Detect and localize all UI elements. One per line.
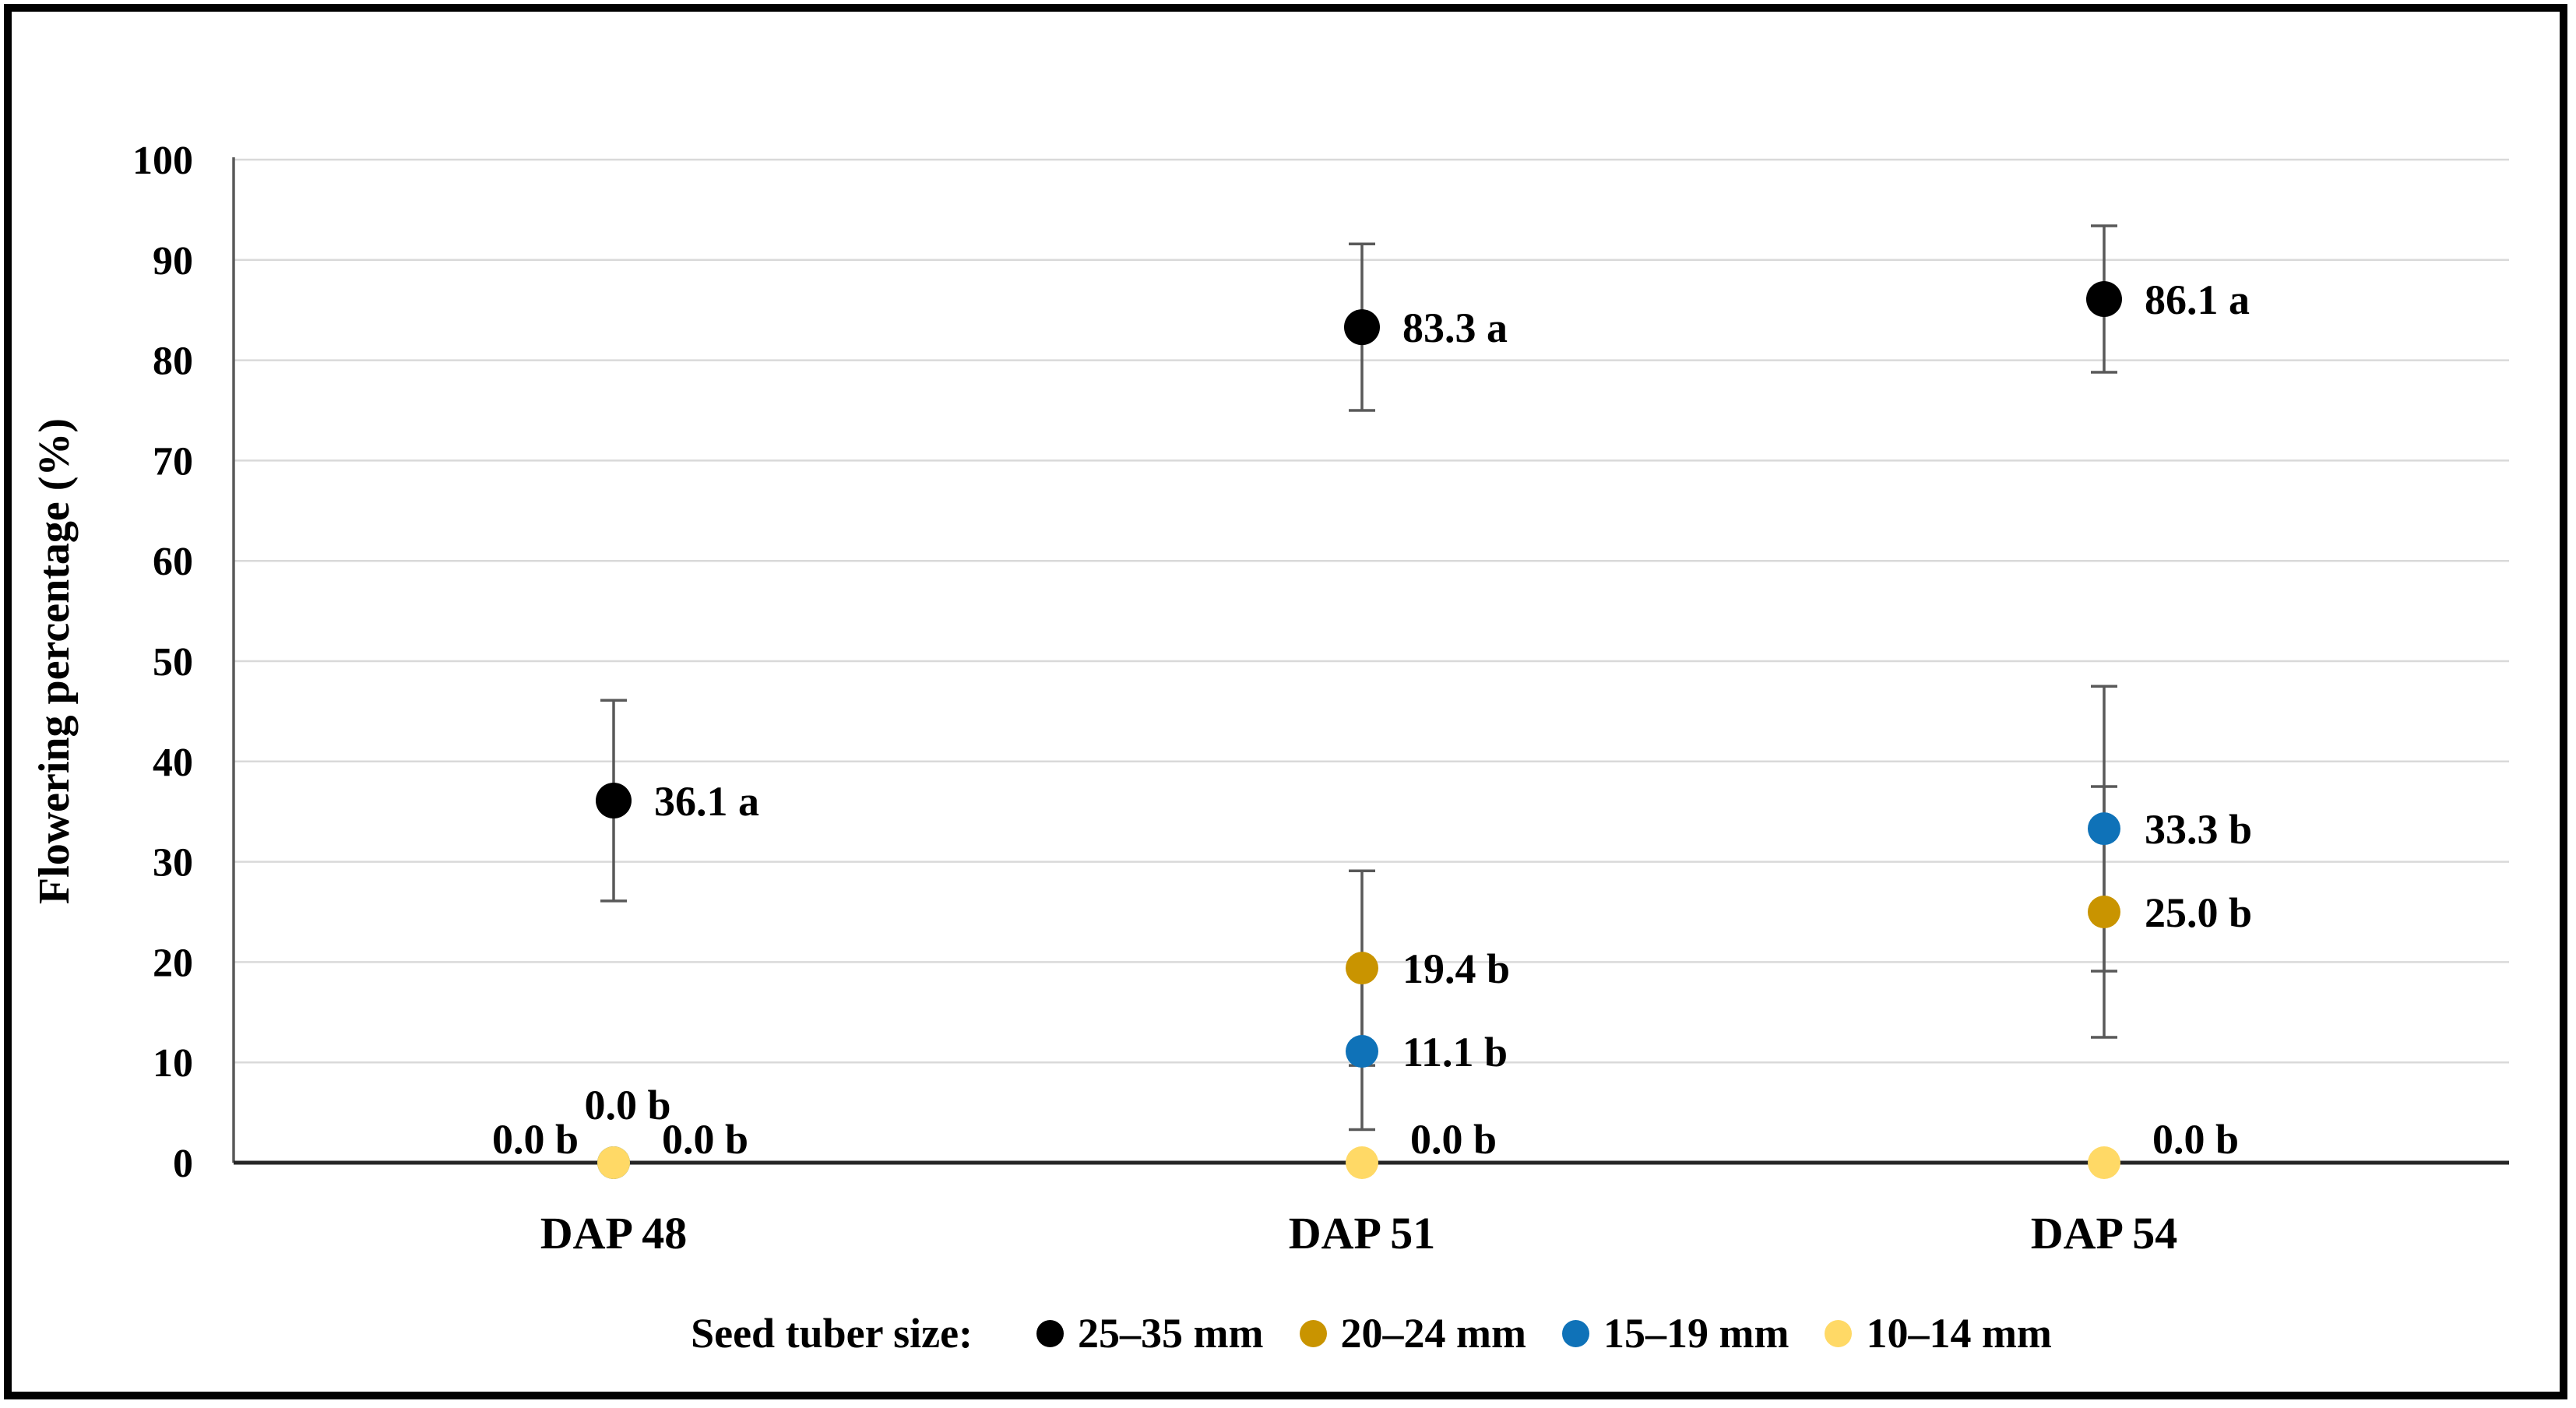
data-point bbox=[2088, 1146, 2120, 1179]
legend-item: 10–14 mm bbox=[1825, 1309, 2052, 1357]
data-point-label: 0.0 b bbox=[492, 1116, 579, 1163]
data-point bbox=[2088, 812, 2120, 846]
legend-item-label: 20–24 mm bbox=[1340, 1310, 1526, 1357]
legend-item-label: 25–35 mm bbox=[1078, 1310, 1264, 1357]
data-point bbox=[1346, 952, 1378, 985]
data-point-label: 25.0 b bbox=[2145, 889, 2252, 936]
data-point bbox=[1344, 309, 1380, 346]
legend-marker-icon bbox=[1299, 1319, 1327, 1347]
legend-marker-icon bbox=[1561, 1319, 1589, 1347]
y-tick-label: 10 bbox=[153, 1041, 193, 1086]
y-tick-label: 60 bbox=[153, 540, 193, 584]
y-tick-label: 70 bbox=[153, 439, 193, 484]
data-point-label: 0.0 b bbox=[2152, 1116, 2239, 1163]
y-axis-title: Flowering percentage (%) bbox=[30, 418, 79, 904]
error-bars bbox=[600, 224, 2117, 1132]
legend-item-label: 15–19 mm bbox=[1603, 1310, 1789, 1357]
data-point bbox=[2086, 281, 2122, 318]
y-tick-label: 80 bbox=[153, 340, 193, 384]
y-tick-label: 40 bbox=[153, 741, 193, 785]
y-tick-label: 0 bbox=[173, 1142, 193, 1186]
data-point-label: 0.0 b bbox=[584, 1082, 670, 1128]
data-point-label: 0.0 b bbox=[662, 1116, 748, 1163]
legend-item: 15–19 mm bbox=[1561, 1309, 1789, 1357]
legend-item: 25–35 mm bbox=[1036, 1309, 1264, 1357]
data-point bbox=[596, 783, 632, 819]
y-tick-label: 20 bbox=[153, 941, 193, 985]
y-tick-label: 100 bbox=[132, 139, 193, 183]
legend-item-label: 10–14 mm bbox=[1866, 1310, 2052, 1357]
data-point bbox=[1346, 1035, 1378, 1068]
data-point-label: 0.0 b bbox=[1410, 1116, 1497, 1163]
legend-title: Seed tuber size: bbox=[691, 1310, 973, 1357]
data-point bbox=[1346, 1146, 1378, 1179]
legend-item: 20–24 mm bbox=[1299, 1309, 1526, 1357]
data-point bbox=[2088, 896, 2120, 928]
legend-marker-icon bbox=[1036, 1319, 1065, 1347]
legend-marker-icon bbox=[1825, 1319, 1853, 1347]
y-tick-labels: 0 10 20 30 40 50 60 70 80 90 100 bbox=[132, 139, 193, 1186]
y-tick-label: 30 bbox=[153, 841, 193, 885]
data-point-label: 11.1 b bbox=[1402, 1029, 1508, 1075]
data-point-label: 86.1 a bbox=[2145, 276, 2250, 323]
data-point bbox=[597, 1146, 630, 1179]
data-point-label: 19.4 b bbox=[1402, 945, 1510, 992]
data-point-label: 83.3 a bbox=[1402, 304, 1508, 351]
x-category-label: DAP 51 bbox=[1289, 1208, 1436, 1258]
data-point-label: 33.3 b bbox=[2145, 806, 2252, 853]
x-category-label: DAP 54 bbox=[2031, 1208, 2178, 1258]
data-labels: 36.1 a 83.3 a 86.1 a 0.0 b 19.4 b 25.0 b 0.0 b… bbox=[492, 276, 2252, 1163]
y-tick-label: 50 bbox=[153, 640, 193, 685]
x-category-labels: DAP 48 DAP 51 DAP 54 bbox=[540, 1208, 2178, 1258]
y-tick-label: 90 bbox=[153, 239, 193, 283]
data-point-label: 36.1 a bbox=[654, 778, 759, 825]
x-category-label: DAP 48 bbox=[540, 1208, 688, 1258]
data-points bbox=[596, 281, 2122, 1179]
legend: Seed tuber size: 25–35 mm 20–24 mm 15–19… bbox=[234, 1299, 2509, 1368]
